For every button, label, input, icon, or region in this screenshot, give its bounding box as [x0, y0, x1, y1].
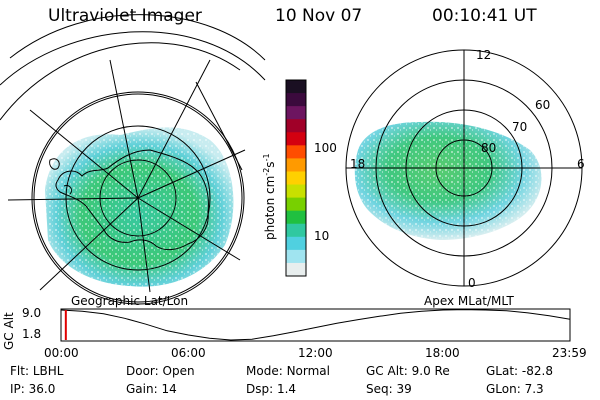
- mlt-label-18: 18: [350, 157, 366, 171]
- colorbar-segment: [286, 106, 306, 120]
- geographic-map: [0, 14, 266, 305]
- colorbar-segment: [286, 119, 306, 133]
- info-ip: IP: 36.0: [10, 382, 56, 396]
- time-label: 00:10:41 UT: [432, 6, 537, 26]
- alt-xtick-2359: 23:59: [552, 346, 587, 360]
- info-seq: Seq: 39: [366, 382, 412, 396]
- alt-ytick-bottom: 1.8: [22, 327, 42, 341]
- right-map-caption: Apex MLat/MLT: [424, 294, 514, 308]
- colorbar-segment: [286, 145, 306, 159]
- mlt-label-0: 0: [468, 276, 476, 290]
- colorbar-segment: [286, 262, 306, 277]
- colorbar-segment: [286, 236, 306, 251]
- colorbar-segment: [286, 158, 306, 172]
- continent-outline: [55, 149, 209, 251]
- colorbar-segment: [286, 223, 306, 238]
- alt-xtick-0600: 06:00: [171, 346, 206, 360]
- colorbar-tick-10: 10: [314, 229, 330, 243]
- alt-plot-ylabel: GC Alt: [2, 312, 16, 350]
- magnetic-map: [345, 49, 583, 287]
- mlt-label-12: 12: [476, 48, 492, 62]
- alt-xtick-0000: 00:00: [44, 346, 79, 360]
- colorbar: [285, 79, 307, 277]
- colorbar-segment: [286, 80, 306, 94]
- altitude-curve: [60, 309, 571, 341]
- colorbar-segment: [286, 184, 306, 199]
- info-door: Door: Open: [126, 364, 195, 378]
- left-map-caption: Geographic Lat/Lon: [71, 294, 189, 308]
- info-dsp: Dsp: 1.4: [246, 382, 297, 396]
- altitude-plot: [60, 308, 571, 342]
- alt-ytick-top: 9.0: [22, 306, 42, 320]
- colorbar-tick-100: 100: [314, 141, 337, 155]
- colorbar-segment: [286, 132, 306, 146]
- mlat-label-80: 80: [481, 141, 497, 155]
- colorbar-units-label: photon cm-2s-1: [262, 153, 277, 240]
- colorbar-segment: [286, 93, 306, 107]
- mlt-label-6: 6: [577, 157, 585, 171]
- colorbar-segment: [286, 210, 306, 225]
- info-gc-alt: GC Alt: 9.0 Re: [366, 364, 450, 378]
- date-label: 10 Nov 07: [275, 6, 363, 26]
- info-mode: Mode: Normal: [246, 364, 330, 378]
- colorbar-segment: [286, 171, 306, 186]
- info-glat: GLat: -82.8: [486, 364, 553, 378]
- mlat-label-70: 70: [512, 120, 528, 134]
- colorbar-segment: [286, 249, 306, 264]
- info-glon: GLon: 7.3: [486, 382, 544, 396]
- alt-xtick-1800: 18:00: [425, 346, 460, 360]
- colorbar-segment: [286, 197, 306, 212]
- info-flt: Flt: LBHL: [10, 364, 64, 378]
- colorbar-border: [285, 79, 307, 277]
- mlat-label-60: 60: [535, 98, 551, 112]
- info-gain: Gain: 14: [126, 382, 177, 396]
- alt-xtick-1200: 12:00: [298, 346, 333, 360]
